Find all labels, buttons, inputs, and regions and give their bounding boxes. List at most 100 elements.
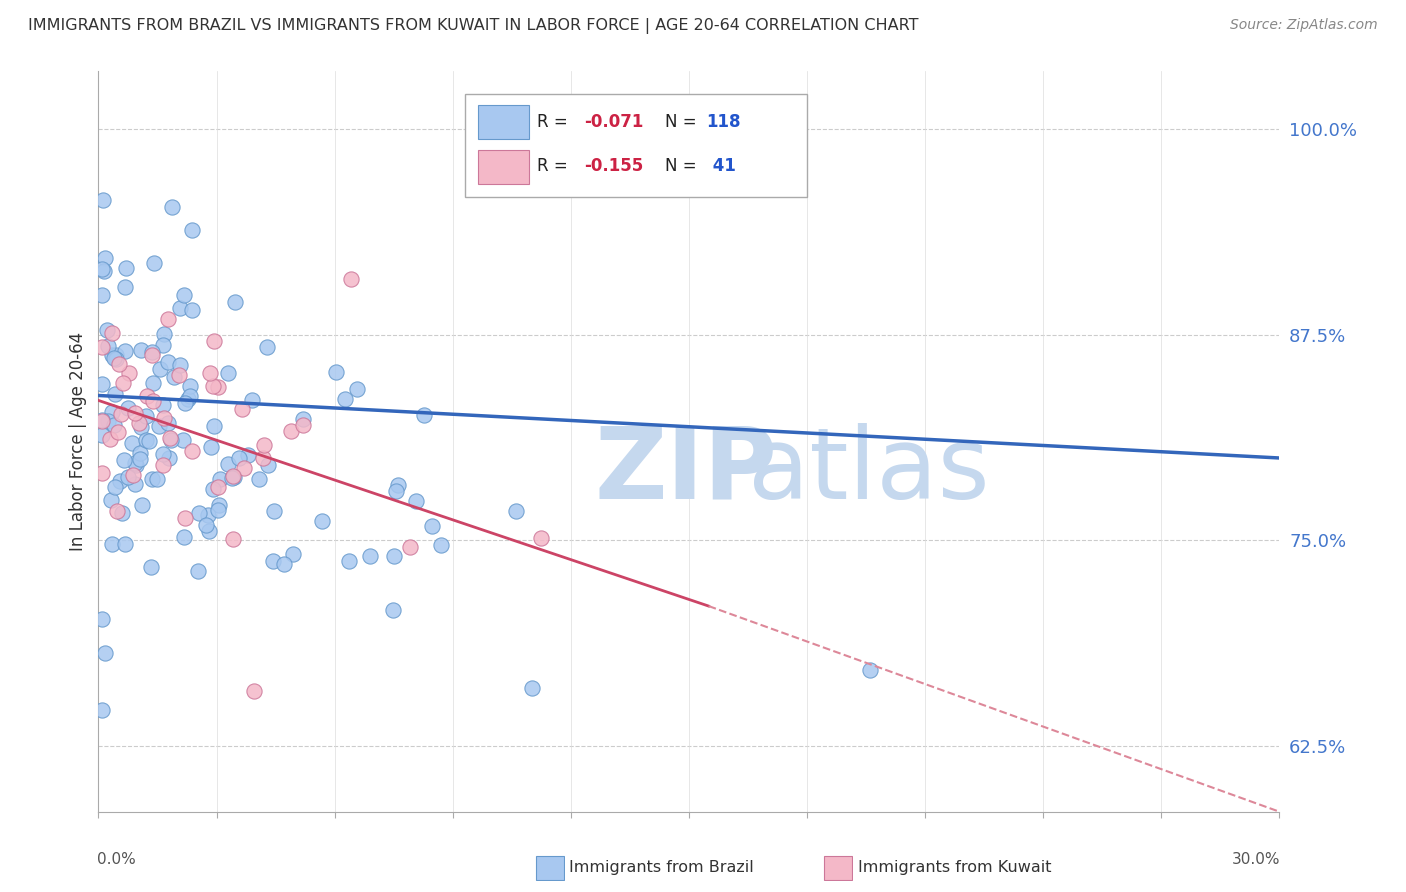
Point [273, 557, 295, 571]
Point [110, 407, 132, 421]
Point [197, 508, 219, 522]
Point [121, 436, 143, 450]
Text: -0.071: -0.071 [583, 112, 643, 131]
Point [387, 478, 409, 492]
Point [129, 445, 152, 459]
Point [105, 351, 128, 366]
Point [176, 392, 198, 407]
Text: IMMIGRANTS FROM BRAZIL VS IMMIGRANTS FROM KUWAIT IN LABOR FORCE | AGE 20-64 CORR: IMMIGRANTS FROM BRAZIL VS IMMIGRANTS FRO… [28, 18, 918, 34]
Point [281, 547, 304, 561]
Point [505, 504, 527, 518]
Point [91, 612, 114, 626]
Point [117, 401, 139, 416]
Point [101, 348, 124, 362]
Point [111, 506, 134, 520]
Text: atlas: atlas [748, 423, 990, 520]
Point [105, 504, 128, 518]
Point [224, 294, 246, 309]
Point [135, 409, 157, 424]
Text: N =: N = [665, 112, 702, 131]
Point [412, 409, 434, 423]
Point [198, 366, 221, 380]
Point [422, 519, 444, 533]
Point [172, 433, 194, 447]
Point [200, 440, 222, 454]
Point [103, 351, 125, 365]
Point [222, 468, 245, 483]
Point [108, 358, 131, 372]
Point [257, 458, 280, 472]
Text: -0.155: -0.155 [583, 157, 643, 175]
Point [91, 193, 114, 207]
Point [91, 414, 114, 428]
Point [152, 458, 174, 472]
Point [91, 340, 114, 354]
Point [157, 311, 180, 326]
Point [292, 417, 315, 432]
Point [256, 340, 278, 354]
Text: 118: 118 [707, 112, 741, 131]
Point [202, 419, 225, 434]
Point [385, 483, 408, 498]
Point [382, 549, 405, 563]
Point [124, 456, 146, 470]
Point [103, 417, 125, 432]
Point [114, 537, 136, 551]
Point [124, 477, 146, 491]
Point [117, 469, 139, 483]
Point [97, 414, 120, 428]
Point [97, 339, 120, 353]
Point [94, 646, 117, 660]
Point [198, 524, 221, 538]
Point [96, 322, 118, 336]
Point [405, 494, 427, 508]
Point [233, 461, 256, 475]
Point [103, 480, 125, 494]
Point [181, 223, 204, 237]
Text: Source: ZipAtlas.com: Source: ZipAtlas.com [1230, 18, 1378, 32]
Point [340, 272, 363, 286]
Point [91, 261, 114, 276]
Point [94, 251, 117, 265]
FancyBboxPatch shape [478, 150, 530, 184]
Point [337, 554, 360, 568]
Point [253, 438, 276, 452]
Point [149, 362, 172, 376]
Point [152, 338, 174, 352]
FancyBboxPatch shape [478, 105, 530, 139]
Point [217, 458, 239, 472]
Point [292, 411, 315, 425]
Point [522, 681, 544, 695]
Point [169, 368, 191, 382]
Point [91, 288, 114, 302]
Point [399, 540, 422, 554]
Point [153, 327, 176, 342]
Point [156, 417, 179, 431]
Point [530, 531, 553, 545]
Point [240, 393, 263, 408]
Point [160, 434, 183, 448]
Point [173, 511, 195, 525]
Point [122, 467, 145, 482]
Point [129, 419, 152, 434]
Point [100, 537, 122, 551]
Point [263, 504, 285, 518]
Point [91, 466, 114, 480]
Point [195, 518, 218, 533]
Point [180, 302, 202, 317]
Point [125, 458, 148, 473]
Point [859, 664, 882, 678]
Point [104, 386, 127, 401]
Text: 41: 41 [707, 157, 735, 175]
Point [152, 447, 174, 461]
Point [231, 402, 253, 417]
Text: 30.0%: 30.0% [1232, 853, 1281, 867]
Point [157, 354, 180, 368]
Point [208, 472, 231, 486]
Point [207, 503, 229, 517]
Point [207, 380, 229, 394]
Point [141, 344, 163, 359]
Point [224, 470, 246, 484]
Point [311, 514, 333, 528]
Point [252, 451, 274, 466]
